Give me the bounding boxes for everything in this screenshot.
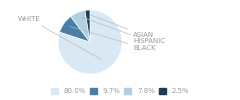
Wedge shape <box>58 10 122 74</box>
Text: HISPANIC: HISPANIC <box>82 17 165 44</box>
Text: ASIAN: ASIAN <box>90 15 154 38</box>
Wedge shape <box>85 10 90 42</box>
Text: BLACK: BLACK <box>70 26 156 51</box>
Text: WHITE: WHITE <box>18 16 101 59</box>
Wedge shape <box>71 10 90 42</box>
Wedge shape <box>60 16 90 42</box>
Legend: 80.0%, 9.7%, 7.8%, 2.5%: 80.0%, 9.7%, 7.8%, 2.5% <box>51 88 189 94</box>
